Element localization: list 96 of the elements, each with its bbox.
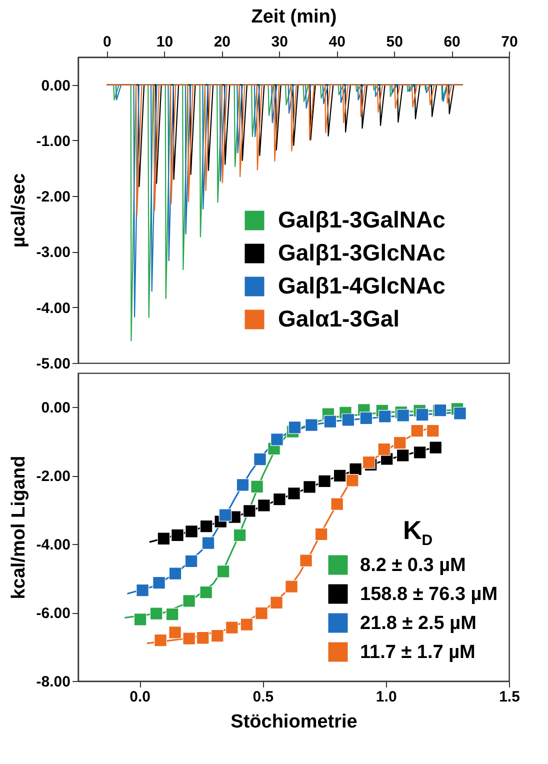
- y-tick-label: -8.00: [36, 674, 70, 690]
- legend-label: 8.2 ± 0.3 µM: [360, 555, 466, 576]
- x-tick-label: 70: [501, 34, 518, 50]
- point: [184, 554, 198, 568]
- point: [346, 474, 359, 487]
- x-tick-label: 20: [214, 34, 231, 50]
- point: [288, 420, 302, 434]
- x-axis-title: Zeit (min): [251, 6, 337, 28]
- point: [182, 594, 196, 608]
- point: [429, 441, 442, 454]
- point: [168, 567, 182, 580]
- x-tick-label: 40: [328, 34, 346, 50]
- point: [240, 618, 254, 631]
- point: [157, 532, 170, 546]
- point: [185, 525, 198, 538]
- point: [136, 584, 149, 597]
- point: [360, 412, 373, 425]
- point: [200, 586, 212, 599]
- x-tick-label: 0.5: [252, 688, 274, 706]
- legend-label: 11.7 ± 1.7 µM: [360, 642, 476, 663]
- x-tick-label: 10: [156, 34, 174, 50]
- legend-label: Galβ1-4GlcNAc: [278, 272, 446, 298]
- y-tick-label: 0.00: [41, 77, 70, 94]
- point: [410, 424, 424, 438]
- point: [324, 415, 337, 428]
- point: [233, 528, 246, 542]
- point: [250, 480, 264, 494]
- y-axis-title: kcal/mol Ligand: [8, 456, 30, 600]
- y-tick-label: -1.00: [36, 132, 70, 150]
- x-tick-label: 0: [103, 34, 112, 50]
- legend-title: K$_{D}$: [403, 515, 433, 550]
- point: [416, 408, 429, 422]
- legend-label: Galβ1-3GlcNAc: [278, 240, 446, 266]
- x-tick-label: 50: [386, 34, 403, 50]
- y-tick-label: -2.00: [36, 188, 70, 206]
- point: [303, 480, 316, 494]
- x-tick-label: 1.0: [376, 688, 397, 706]
- point: [134, 612, 147, 626]
- point: [150, 607, 163, 620]
- point: [273, 492, 286, 506]
- point: [171, 528, 184, 542]
- point: [202, 536, 215, 550]
- point: [218, 508, 232, 522]
- legend-label: 21.8 ± 2.5 µM: [360, 613, 476, 634]
- point: [200, 520, 213, 533]
- point: [166, 608, 179, 621]
- point: [330, 498, 344, 510]
- point: [236, 478, 250, 492]
- point: [333, 469, 346, 482]
- y-tick-label: -5.00: [36, 356, 70, 372]
- y-tick-label: -3.00: [36, 244, 70, 262]
- x-tick-label: 30: [271, 34, 288, 50]
- x-axis-title: Stöchiometrie: [230, 712, 358, 732]
- point: [413, 446, 426, 459]
- y-tick-label: -4.00: [36, 300, 70, 317]
- point: [196, 631, 210, 644]
- point: [270, 432, 284, 446]
- point: [254, 452, 266, 466]
- point: [216, 565, 230, 578]
- point: [258, 499, 270, 512]
- point: [288, 487, 300, 500]
- point: [349, 462, 362, 476]
- x-tick-label: 60: [444, 34, 460, 50]
- point: [168, 626, 182, 639]
- point: [242, 504, 256, 518]
- point: [154, 634, 167, 647]
- point: [393, 436, 406, 450]
- point: [182, 632, 196, 645]
- legend-label: Galα1-3Gal: [278, 306, 400, 332]
- point: [226, 621, 238, 634]
- legend-label: 158.8 ± 76.3 µM: [360, 584, 498, 605]
- point: [378, 410, 392, 423]
- point: [314, 528, 328, 541]
- y-tick-label: 0.00: [41, 400, 70, 417]
- y-axis-title: µcal/sec: [8, 172, 30, 248]
- x-tick-label: 0.0: [130, 688, 150, 706]
- x-tick-label: 1.5: [499, 688, 520, 706]
- point: [362, 456, 376, 469]
- point: [378, 442, 391, 456]
- point: [454, 406, 466, 420]
- point: [300, 554, 312, 567]
- y-tick-label: -4.00: [36, 536, 70, 554]
- y-tick-label: -6.00: [36, 605, 70, 622]
- legend-label: Galβ1-3GalNAc: [278, 206, 446, 232]
- point: [318, 474, 331, 488]
- point: [270, 596, 283, 610]
- point: [152, 576, 166, 590]
- point: [285, 580, 298, 593]
- point: [396, 409, 410, 422]
- point: [396, 449, 410, 462]
- point: [426, 424, 440, 438]
- y-tick-label: -2.00: [36, 468, 70, 486]
- point: [305, 418, 318, 432]
- point: [255, 606, 268, 620]
- point: [210, 629, 224, 642]
- point: [342, 413, 355, 426]
